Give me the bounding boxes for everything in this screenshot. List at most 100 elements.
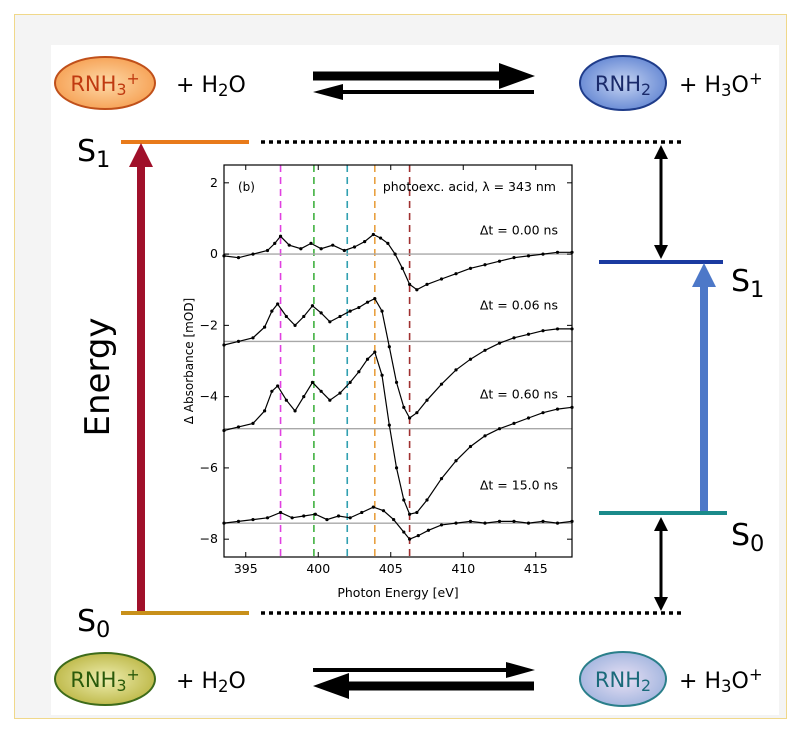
series-3-point (555, 407, 560, 411)
series-2-point (284, 314, 288, 319)
series-2-point (293, 323, 297, 327)
series-2-point (365, 300, 370, 304)
series-2-point (373, 297, 377, 301)
series-4-point (348, 516, 352, 520)
x-tick-label: 410 (451, 561, 475, 576)
series-2-point (483, 348, 487, 352)
chart-x-axis-label: Photon Energy [eV] (337, 585, 458, 600)
series-1-point (454, 272, 458, 276)
series-1-point (352, 245, 357, 249)
series-1-point (400, 266, 404, 270)
series-3-point (373, 350, 377, 354)
y-tick-label: 0 (210, 246, 218, 261)
series-3-point (415, 510, 419, 515)
series-3-point (263, 409, 267, 413)
series-4-point (251, 517, 255, 522)
series-2-point (263, 325, 267, 329)
chart-annotation: photoexc. acid, λ = 343 nm (383, 179, 556, 194)
series-1-point (287, 243, 291, 247)
series-3-point (328, 398, 332, 402)
series-1-point (379, 236, 383, 240)
y-tick-label: −2 (200, 317, 218, 332)
series-label-2: Δt = 0.06 ns (480, 297, 558, 312)
series-1-point (393, 252, 397, 256)
series-2-point (415, 411, 419, 415)
series-2-point (338, 314, 342, 319)
series-4-point (336, 514, 341, 518)
series-4-point (512, 519, 516, 523)
series-4-point (313, 512, 317, 516)
acid-species-ellipse-bottom (54, 652, 156, 706)
series-4-point (325, 517, 329, 522)
series-2-point (394, 380, 399, 384)
acid-species-top-label: RNH3+ (70, 69, 139, 99)
series-4-point (454, 521, 458, 525)
series-line-2 (223, 297, 572, 419)
right-s0-label: S0 (731, 518, 764, 557)
series-3-point (394, 466, 399, 470)
series-2-point (425, 398, 429, 402)
series-3-point (541, 411, 545, 415)
base-species-ellipse-bottom (579, 651, 667, 707)
series-2-point (402, 405, 406, 409)
series-3-point (293, 409, 297, 413)
series-3-point (276, 384, 280, 388)
series-4-point (392, 517, 396, 522)
base-side-product-bottom: + H3O+ (679, 665, 763, 696)
series-4-point (302, 514, 306, 518)
acid-side-reactant-top: + H2O (176, 73, 246, 100)
acid-species-bottom-label: RNH3+ (70, 665, 139, 695)
series-4-point (381, 509, 386, 513)
series-label-1: Δt = 0.00 ns (480, 222, 558, 237)
acid-species-ellipse-top (54, 56, 156, 110)
acid-side-reactant-bottom: + H2O (176, 669, 246, 696)
chart-background (187, 161, 599, 607)
x-tick-label: 405 (379, 561, 403, 576)
series-3-point (408, 512, 412, 516)
equilibrium-arrows-bottom (313, 662, 535, 699)
base-species-top-label: RNH2 (595, 72, 651, 99)
series-1-point (278, 234, 283, 238)
series-2-point (387, 345, 391, 349)
series-2-point (439, 382, 444, 386)
lower-gap-double-arrow (654, 517, 668, 611)
series-1-point (319, 247, 323, 251)
series-3-point (483, 434, 487, 438)
series-3-point (310, 380, 315, 384)
series-4-point (483, 521, 487, 525)
right-excitation-arrow (692, 263, 716, 511)
series-4-point (265, 516, 270, 520)
series-3-point (526, 416, 531, 420)
base-side-product-top: + H3O+ (679, 69, 763, 100)
series-4-point (360, 510, 364, 515)
series-4-point (468, 519, 473, 523)
series-1-point (526, 254, 531, 258)
series-4-point (290, 516, 294, 520)
series-4-point (371, 505, 375, 509)
series-2-point (380, 309, 384, 313)
series-3-point (512, 421, 516, 425)
series-4-point (236, 519, 241, 523)
series-3-point (365, 357, 370, 361)
y-tick-label: −6 (200, 460, 218, 475)
series-3-point (402, 498, 406, 502)
series-4-point (526, 521, 531, 525)
series-1-point (342, 248, 346, 253)
series-2-point (468, 357, 473, 361)
figure-frame: RNH3+ + H2O RNH2 + H3O+ S1 S0 (14, 14, 787, 719)
series-3-point (270, 389, 274, 393)
series-2-point (276, 302, 280, 306)
series-1-point (512, 256, 516, 260)
series-1-point (483, 263, 487, 267)
series-4-point (555, 521, 560, 525)
energy-diagram: RNH3+ + H2O RNH2 + H3O+ S1 S0 (54, 55, 764, 707)
series-1-point (408, 282, 412, 286)
series-3-point (251, 421, 255, 425)
series-1-point (236, 256, 241, 260)
absorbance-chart: 395 400 405 410 415 2 0 −2 −4 −6 −8 Δt = 0.00 ns Δ… (182, 161, 599, 607)
series-3-point (357, 370, 361, 374)
figure-panel: RNH3+ + H2O RNH2 + H3O+ S1 S0 (51, 45, 779, 715)
series-2-point (328, 320, 332, 324)
base-species-ellipse-top (579, 55, 667, 111)
series-2-point (497, 341, 502, 345)
